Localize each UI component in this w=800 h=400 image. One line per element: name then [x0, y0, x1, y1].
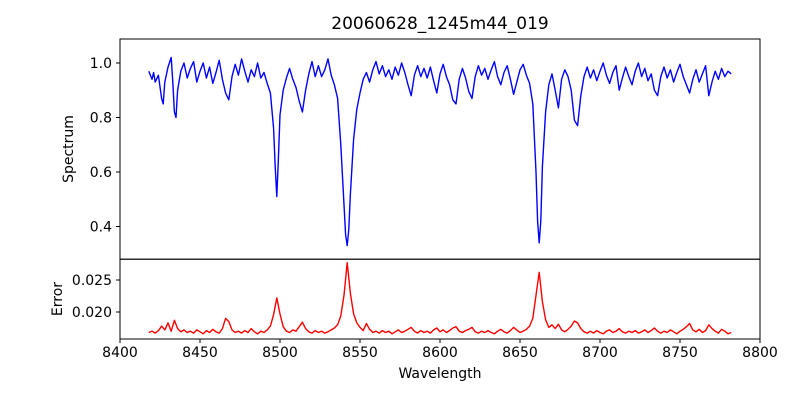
- error-y-tick-label: 0.025: [72, 273, 112, 289]
- x-tick-label: 8800: [742, 345, 778, 361]
- error-y-tick-label: 0.020: [72, 305, 112, 321]
- x-axis-label: Wavelength: [398, 366, 481, 382]
- x-tick-label: 8500: [262, 345, 298, 361]
- spectrum-y-tick-label: 1.0: [90, 56, 112, 72]
- spectrum-y-tick-label: 0.4: [90, 219, 112, 235]
- x-tick-label: 8700: [582, 345, 618, 361]
- plot-area: 0.4 0.6 0.8 1.0 0.020 0.025 8400 8450 8500 8550 86…: [72, 38, 778, 361]
- error-line: [148, 262, 732, 335]
- error-y-axis-label: Error: [50, 282, 66, 316]
- spectrum-y-axis-label: Spectrum: [61, 115, 77, 183]
- spectrum-line: [148, 56, 732, 247]
- x-tick-label: 8550: [342, 345, 378, 361]
- x-tick-label: 8650: [502, 345, 538, 361]
- x-tick-label: 8450: [182, 345, 218, 361]
- plot-title: 20060628_1245m44_019: [331, 14, 548, 34]
- error-panel-border: [119, 258, 761, 340]
- x-tick-label: 8400: [102, 345, 138, 361]
- x-tick-label: 8750: [662, 345, 698, 361]
- spectrum-y-tick-label: 0.6: [90, 165, 112, 181]
- spectrum-y-tick-label: 0.8: [90, 110, 112, 126]
- x-tick-label: 8600: [422, 345, 458, 361]
